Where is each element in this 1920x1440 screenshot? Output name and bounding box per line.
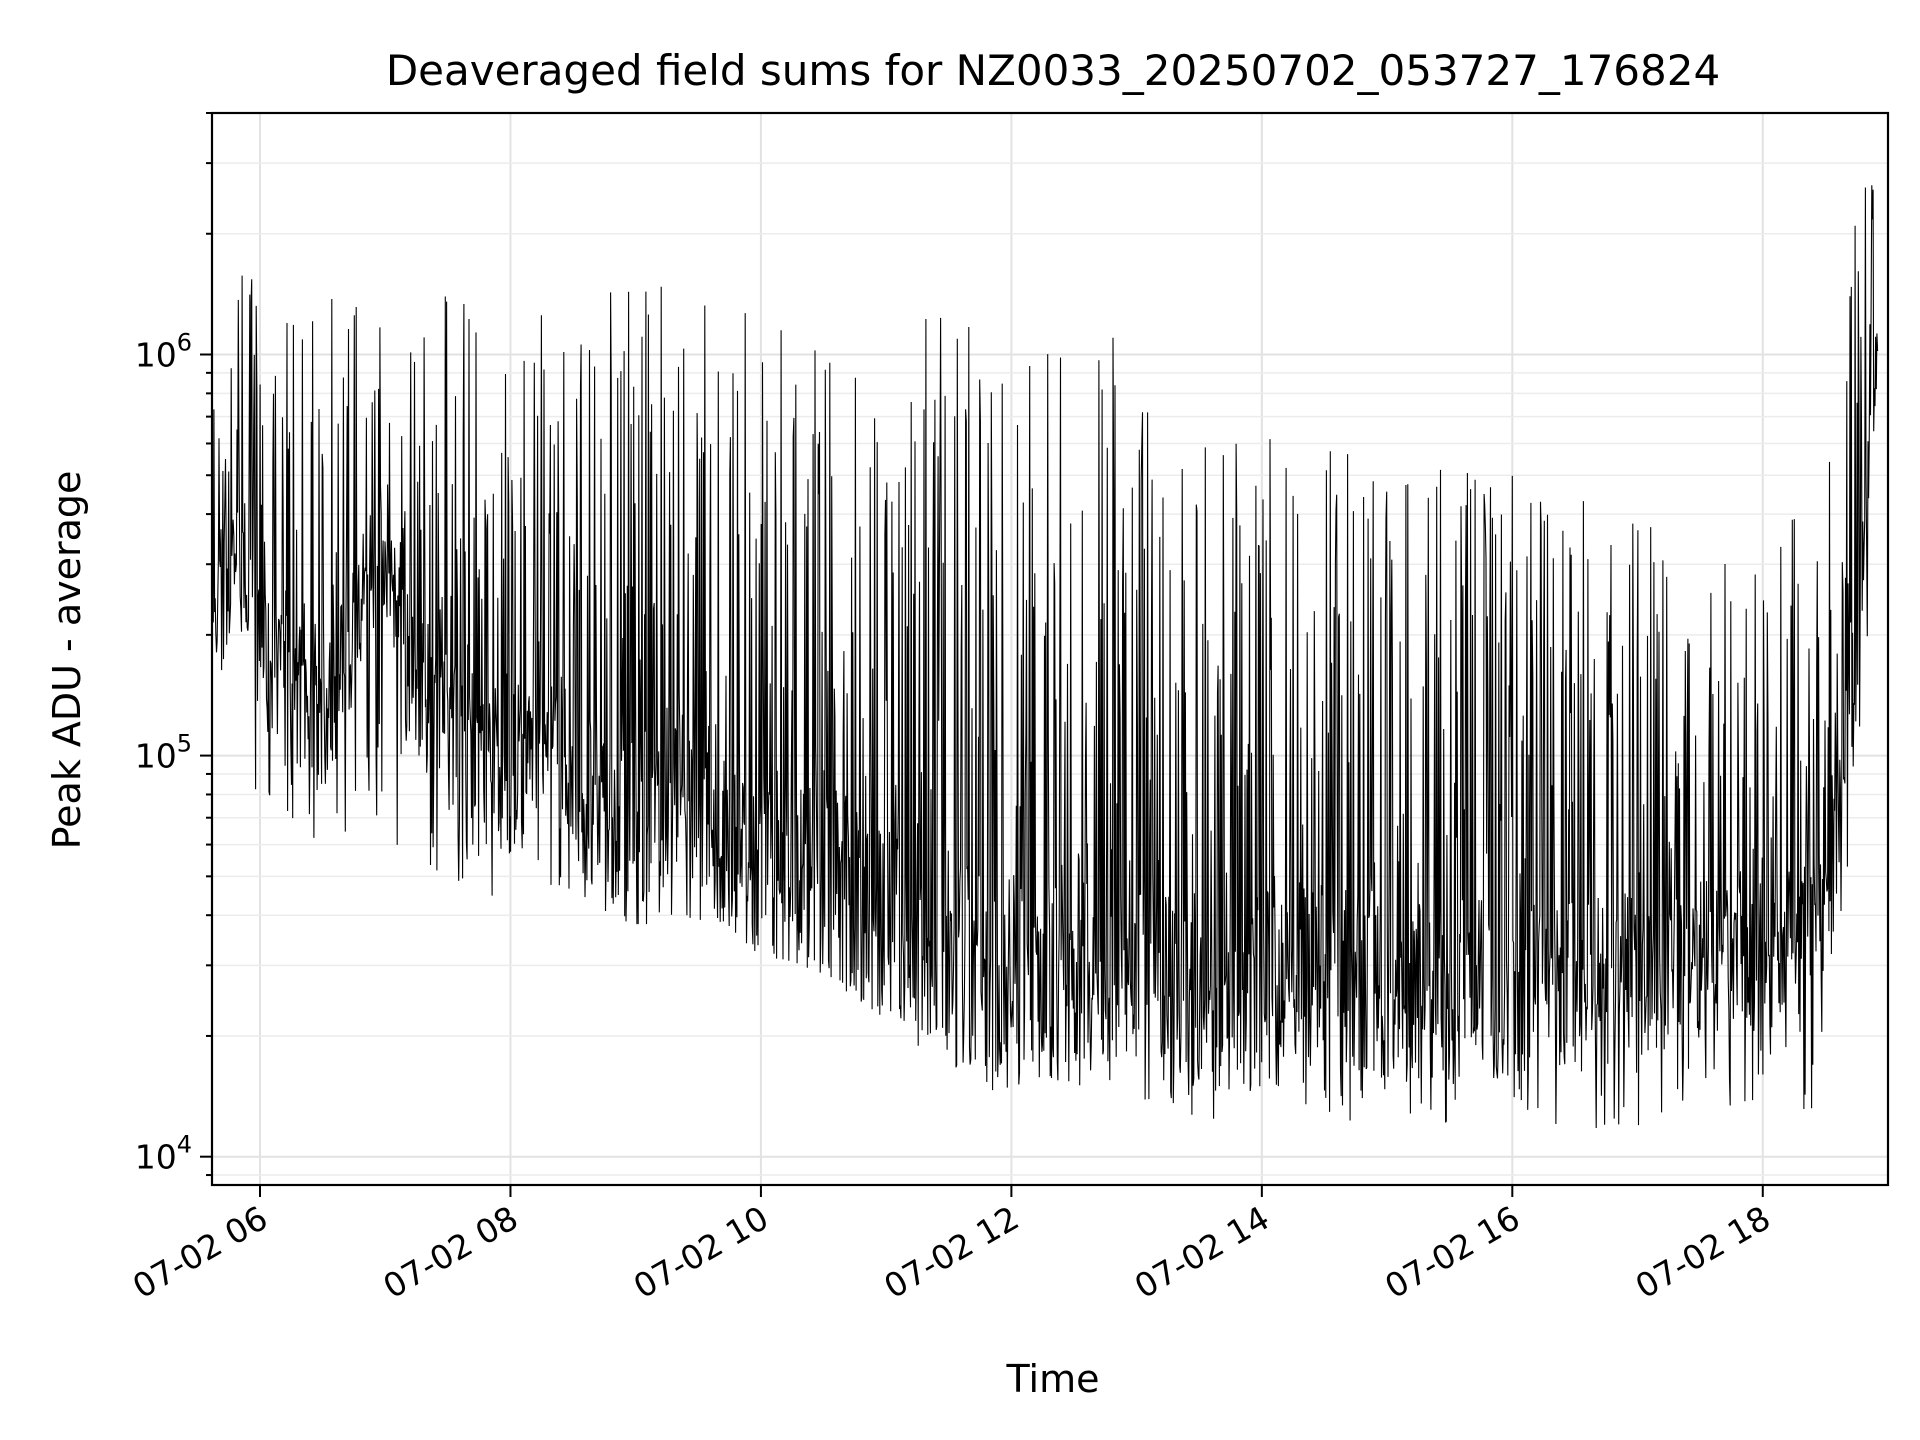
x-tick-label: 07-02 10 — [627, 1198, 775, 1306]
x-tick-label: 07-02 16 — [1378, 1198, 1526, 1306]
plot-frame — [210, 111, 1890, 1187]
x-tick-label: 07-02 18 — [1629, 1198, 1777, 1306]
data-series — [211, 185, 1879, 1129]
y-tick-label: 105 — [135, 730, 192, 776]
chart-title: Deaveraged field sums for NZ0033_2025070… — [386, 46, 1720, 95]
x-axis-label: Time — [1006, 1357, 1100, 1401]
y-tick-base: 10 — [135, 335, 177, 374]
grid — [212, 112, 1888, 1185]
series-line — [211, 185, 1879, 1129]
x-tick-label: 07-02 08 — [376, 1198, 524, 1306]
y-axis-label: Peak ADU - average — [45, 471, 89, 850]
y-tick-exponent: 5 — [177, 730, 192, 758]
y-tick-base: 10 — [135, 1138, 177, 1177]
y-tick-label: 106 — [135, 328, 192, 374]
x-tick-label: 07-02 12 — [877, 1198, 1025, 1306]
y-tick-label: 104 — [135, 1131, 192, 1177]
y-tick-base: 10 — [135, 737, 177, 776]
x-axis: 07-02 06 07-02 08 07-02 10 07-02 12 07-02 14… — [126, 1185, 1777, 1306]
x-tick-label: 07-02 06 — [126, 1198, 274, 1306]
y-tick-exponent: 4 — [177, 1131, 192, 1159]
x-tick-label: 07-02 14 — [1128, 1198, 1276, 1306]
y-tick-exponent: 6 — [177, 328, 192, 356]
